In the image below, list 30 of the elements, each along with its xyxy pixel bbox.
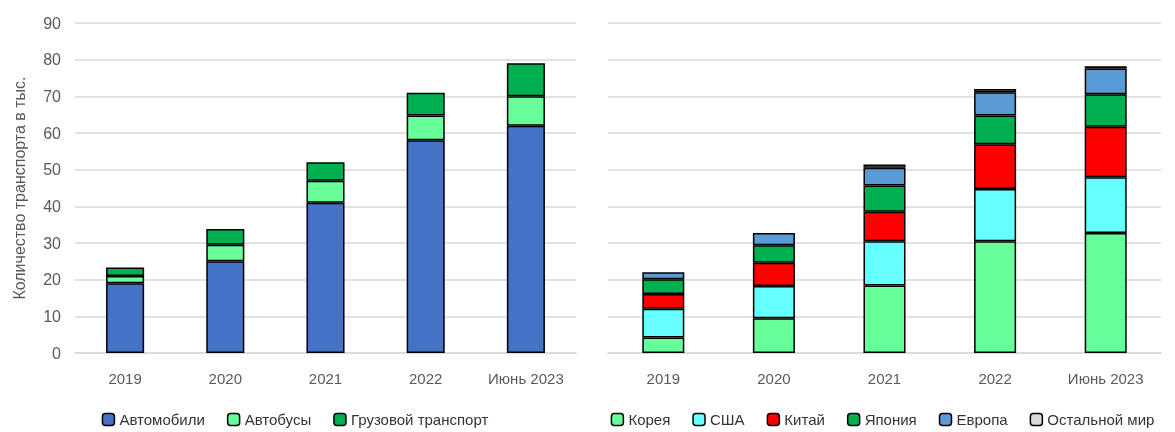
x-tick-label: 2019 <box>646 370 680 387</box>
y-tick-label: 50 <box>43 161 62 179</box>
y-axis-title: Количество транспорта в тыс. <box>10 76 28 300</box>
legend-label: Япония <box>864 411 917 428</box>
y-tick-label: 0 <box>52 344 62 362</box>
legend-label: Остальной мир <box>1047 411 1155 428</box>
y-tick-label: 10 <box>43 307 62 325</box>
x-tick-label: 2021 <box>867 370 902 387</box>
legend-label: Автобусы <box>244 411 312 428</box>
x-tick-label: Июнь 2023 <box>488 370 564 387</box>
x-tick-label: 2020 <box>757 370 791 387</box>
x-tick-label: 2019 <box>108 370 142 387</box>
y-tick-label: 70 <box>43 87 62 105</box>
legend-label: Грузовой транспорт <box>350 411 489 428</box>
x-tick-label: 2021 <box>308 370 343 387</box>
y-tick-label: 40 <box>43 197 62 215</box>
y-tick-label: 30 <box>43 234 62 252</box>
y-tick-label: 80 <box>43 51 62 69</box>
legend-label: Корея <box>628 411 671 428</box>
y-tick-label: 60 <box>43 124 62 142</box>
y-tick-label: 90 <box>43 14 62 32</box>
y-tick-label: 20 <box>43 271 62 289</box>
x-tick-label: Июнь 2023 <box>1067 370 1144 387</box>
legend-label: Европа <box>956 411 1009 428</box>
x-tick-label: 2022 <box>978 370 1012 387</box>
legend-label: Автомобили <box>119 411 205 428</box>
x-tick-label: 2022 <box>409 370 443 387</box>
legend-label: США <box>710 411 745 428</box>
legend-label: Китай <box>784 411 825 428</box>
x-tick-label: 2020 <box>208 370 242 387</box>
